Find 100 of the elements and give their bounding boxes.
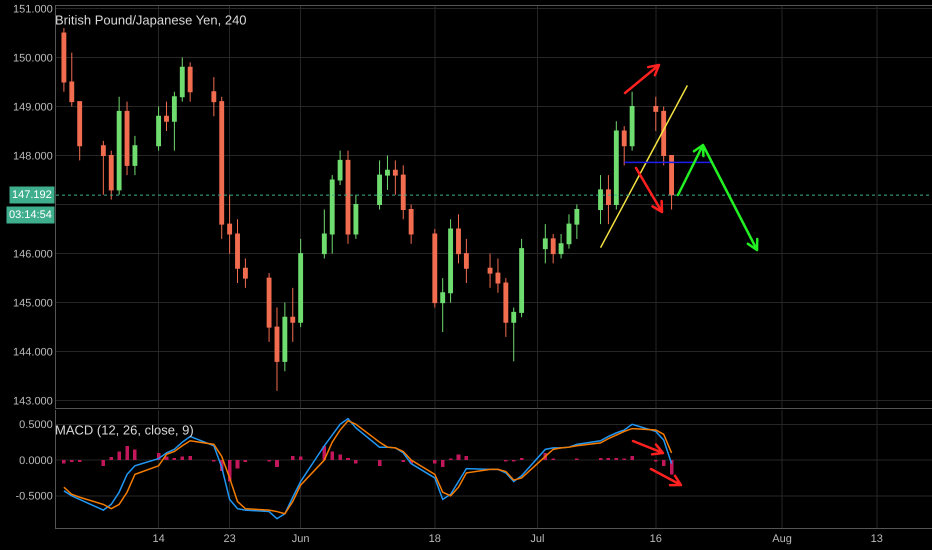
y-tick-label: 150.000 [13, 52, 53, 64]
candlestick [653, 96, 658, 132]
candlestick [606, 174, 611, 225]
candlestick [511, 307, 516, 362]
bar [125, 446, 129, 460]
candlestick [282, 302, 288, 372]
candlestick [298, 238, 304, 328]
bar [109, 457, 114, 460]
bar [456, 454, 460, 460]
text: 03:14:54 [9, 209, 52, 221]
bar [354, 460, 358, 464]
ref-line-label: 147.192 [12, 189, 52, 201]
candlestick [266, 272, 272, 342]
bar [598, 458, 602, 460]
x-tick-label: 23 [223, 533, 236, 546]
candlestick [598, 174, 603, 225]
bar [236, 460, 240, 469]
candlestick [322, 208, 327, 259]
candlestick [614, 120, 619, 210]
bar [188, 456, 192, 460]
y-tick-label: 148.000 [13, 150, 53, 162]
candlestick [464, 238, 469, 284]
candlestick [132, 135, 138, 176]
bar [117, 451, 121, 460]
candlestick [519, 238, 524, 318]
x-tick-label: Jun [292, 533, 310, 546]
candlestick [227, 194, 232, 254]
bar [464, 456, 468, 460]
candlestick [290, 287, 296, 342]
candlestick [116, 96, 122, 196]
candlestick [219, 96, 224, 240]
bar [164, 456, 168, 460]
x-tick-label: 13 [870, 533, 883, 546]
x-tick-label: Jul [530, 533, 544, 546]
x-tick-label: 14 [152, 533, 165, 546]
candlestick [392, 160, 398, 196]
y-tick-label: 151.000 [13, 3, 53, 16]
candlestick [574, 204, 580, 240]
bar [338, 454, 342, 460]
text: British Pound/Japanese Yen, 240 [55, 12, 247, 28]
candlestick [353, 194, 358, 240]
bar [62, 460, 66, 464]
candlestick [408, 204, 414, 244]
candlestick [156, 106, 162, 152]
bar [378, 460, 382, 466]
candlestick [432, 228, 438, 308]
candlestick [385, 155, 390, 190]
bar [346, 458, 350, 460]
bar [172, 458, 176, 460]
bar [180, 456, 184, 460]
candlestick [496, 258, 500, 294]
y-tick-label: 143.000 [13, 396, 53, 408]
candlestick [108, 150, 114, 200]
candlestick [456, 214, 461, 264]
candlestick [211, 76, 216, 117]
candlestick [669, 155, 674, 210]
candlestick [550, 233, 556, 264]
bar [440, 460, 444, 468]
candlestick [180, 56, 185, 102]
text: MACD (12, 26, close, 9) [55, 422, 194, 438]
candlestick [330, 174, 335, 254]
candlestick [100, 140, 106, 196]
candlestick [61, 28, 66, 92]
candlestick [566, 214, 572, 250]
y-tick-label: -0.5000 [15, 490, 53, 503]
candlestick [69, 52, 74, 107]
bar [298, 456, 302, 460]
candlestick [235, 218, 240, 284]
y-tick-label: 144.000 [13, 346, 53, 358]
x-tick-label: 18 [428, 533, 441, 546]
y-tick-label: 149.000 [13, 101, 53, 114]
candlestick [542, 224, 548, 264]
bar [290, 456, 295, 460]
bar [520, 458, 524, 460]
candlestick [377, 160, 382, 210]
candlestick [124, 101, 130, 176]
candlestick [400, 164, 406, 220]
candlestick [661, 106, 666, 166]
y-tick-label: 146.000 [13, 248, 53, 260]
y-tick-label: 0.5000 [19, 419, 53, 432]
candlestick [188, 62, 193, 102]
bar [133, 449, 137, 460]
candlestick [274, 307, 280, 392]
candlestick [440, 278, 446, 333]
x-tick-label: Aug [772, 533, 792, 546]
x-tick-label: 16 [650, 533, 662, 546]
candlestick [172, 91, 177, 152]
candlestick [630, 91, 635, 152]
candlestick [242, 258, 248, 288]
candlestick [164, 101, 169, 132]
bar [433, 460, 437, 464]
bar [102, 460, 106, 466]
y-tick-label: 0.0000 [19, 454, 53, 467]
candlestick [503, 278, 508, 338]
candlestick [558, 233, 564, 259]
bar [330, 451, 334, 460]
candlestick [622, 126, 627, 166]
bar [630, 456, 634, 460]
candlestick [448, 218, 454, 304]
bar [275, 460, 279, 468]
